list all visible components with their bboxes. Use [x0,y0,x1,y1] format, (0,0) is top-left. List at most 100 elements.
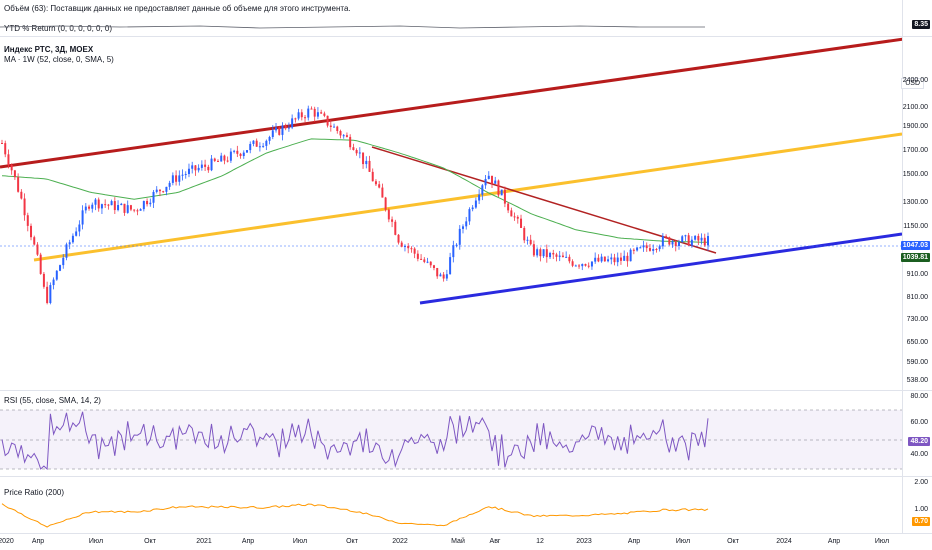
candle-body [313,108,316,117]
candle-body [268,136,271,141]
time-label: Окт [346,538,358,545]
candle-body [674,241,677,246]
ratio-pane[interactable]: Price Ratio (200) 2.00 1.00 0.70 [0,477,932,533]
candle-body [520,218,523,228]
candle-body [23,198,26,216]
main-separator[interactable] [0,390,932,391]
candle-body [239,153,242,157]
candle-body [587,265,590,267]
time-axis[interactable]: 2020 Апр Июл Окт 2021 Апр Июл Окт 2022 М… [0,533,932,550]
candle-body [42,273,45,287]
candle-body [397,234,400,243]
candle-body [655,249,658,251]
currency-button[interactable]: USD [901,78,924,89]
candle-body [368,160,371,172]
candle-body [374,181,377,185]
candle-body [597,257,600,262]
candle-body [94,199,97,205]
price-tick: 650.00 [906,339,928,346]
candle-body [333,126,336,128]
candle-body [413,248,416,254]
price-tick: 810.00 [906,294,928,301]
candle-body [619,257,622,261]
rsi-axis[interactable] [902,391,932,476]
rsi-line [1,411,709,471]
rsi-legend[interactable]: RSI (55, close, SMA, 14, 2) [4,396,101,405]
candle-body [387,209,390,220]
candle-body [510,210,513,217]
main-chart-svg [0,37,929,305]
candle-body [271,130,274,137]
candle-body [516,216,519,219]
time-label: Июл [874,538,890,545]
candle-body [584,264,587,266]
candle-body [210,158,213,171]
candle-body [223,155,226,161]
ratio-value-tag: 0.70 [912,517,930,526]
candle-body [632,249,635,251]
candle-body [352,147,355,150]
candle-body [503,189,506,204]
ytd-separator[interactable] [0,36,932,37]
candle-body [20,191,23,199]
symbol-legend[interactable]: Индекс РТС, 3Д, MOEX [4,45,94,54]
candle-body [445,274,448,279]
ratio-legend[interactable]: Price Ratio (200) [4,488,65,497]
main-price-axis[interactable] [902,37,932,390]
candle-body [497,180,500,196]
candle-body [610,257,613,260]
time-label: Июл [88,538,104,545]
candle-body [310,108,313,110]
candle-body [658,246,661,250]
candle-body [491,175,494,184]
support-line [419,232,903,305]
candle-body [304,117,307,119]
price-tick: 1150.00 [903,223,928,230]
time-label: Апр [241,538,255,545]
candle-body [120,203,123,206]
time-label: Авг [489,538,501,545]
candle-body [639,247,642,249]
ma-legend[interactable]: MA · 1W (52, close, 0, SMA, 5) [4,55,114,64]
candle-body [400,242,403,247]
candle-body [539,249,542,257]
candle-body [707,236,709,246]
candle-body [590,261,593,267]
candle-body [500,189,503,196]
last-price-tag: 1047.03 [900,241,930,250]
time-label: Май [451,538,465,545]
rsi-separator[interactable] [0,476,932,477]
candle-body [429,261,432,266]
candle-body [294,118,297,120]
ytd-legend[interactable]: YTD % Return (0, 0, 0, 0, 0, 0) [4,24,113,33]
candle-body [275,127,278,131]
candle-body [110,201,113,206]
candle-body [4,143,7,155]
price-tick: 1700.00 [902,147,928,154]
candle-body [694,235,697,240]
candle-body [59,265,62,271]
candle-body [471,207,474,210]
candle-body [616,257,619,263]
candle-body [139,209,142,211]
ratio-tick: 2.00 [914,479,928,486]
candle-body [484,178,487,186]
ytd-price-axis[interactable] [902,0,932,36]
rsi-pane[interactable]: RSI (55, close, SMA, 14, 2) 80.00 60.00 … [0,391,932,476]
candle-body [681,236,684,243]
candle-body [532,244,535,256]
candle-body [265,140,268,146]
candle-body [513,216,516,218]
candle-body [629,249,632,262]
candle-body [88,206,91,209]
time-label: Окт [727,538,739,545]
candle-body [568,256,571,262]
candle-body [526,239,529,241]
main-pane[interactable]: Индекс РТС, 3Д, MOEX MA · 1W (52, close,… [0,37,932,390]
candle-body [561,255,564,258]
candle-body [329,125,332,127]
candle-body [426,261,429,263]
candle-body [613,257,616,263]
candle-body [49,285,52,304]
candle-body [545,249,548,258]
